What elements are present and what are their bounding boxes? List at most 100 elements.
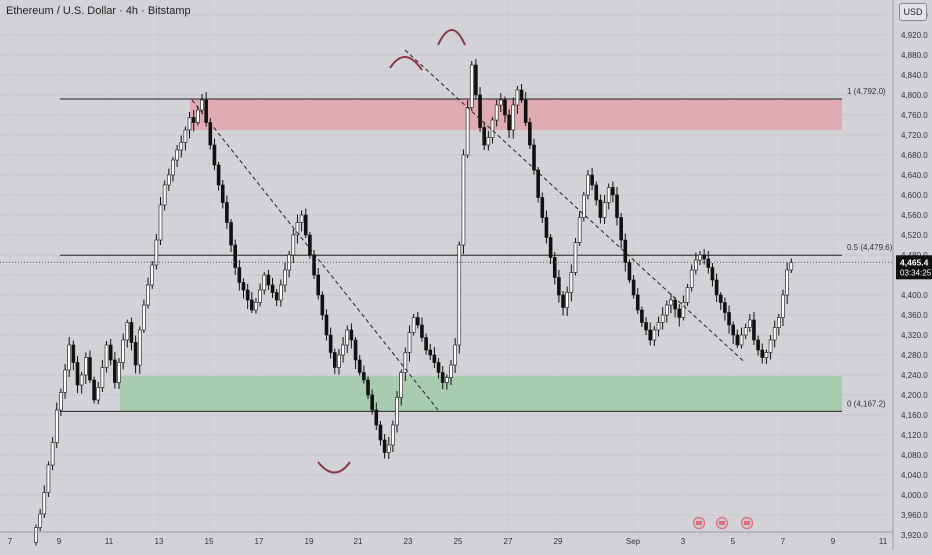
x-tick-label: 17 bbox=[255, 537, 264, 546]
candle-body bbox=[237, 267, 242, 283]
candle-body bbox=[735, 334, 740, 346]
candle-body bbox=[220, 184, 225, 203]
candle-body bbox=[552, 257, 557, 278]
candles[interactable] bbox=[34, 59, 794, 546]
candle-body bbox=[594, 184, 599, 201]
candle-body bbox=[175, 149, 179, 161]
candle-body bbox=[453, 344, 457, 366]
candle-body bbox=[200, 99, 204, 111]
candle-body bbox=[241, 282, 246, 291]
x-tick-label: 29 bbox=[554, 537, 563, 546]
candle-body bbox=[577, 217, 582, 243]
y-tick-label: 4,040.0 bbox=[901, 471, 928, 480]
candle-body bbox=[146, 284, 150, 306]
candle-body bbox=[449, 364, 453, 378]
candle-body bbox=[723, 302, 727, 313]
candle-body bbox=[772, 327, 777, 341]
candle-body bbox=[204, 99, 208, 123]
y-tick-label: 3,920.0 bbox=[901, 531, 928, 540]
candle-body bbox=[167, 174, 171, 186]
candle-body bbox=[328, 334, 333, 353]
candle-body bbox=[561, 294, 565, 308]
candle-body bbox=[92, 379, 96, 401]
candle-body bbox=[266, 274, 271, 286]
candle-body bbox=[133, 342, 138, 366]
candle-body bbox=[274, 292, 279, 301]
candle-body bbox=[96, 387, 101, 401]
candle-body bbox=[279, 284, 283, 301]
y-tick-label: 4,240.0 bbox=[901, 371, 928, 380]
candle-body bbox=[370, 394, 374, 411]
time-axis[interactable]: 7 9 11 13 15 17 19 21 23 25 27 29 Sep 3 5 7 9 11 bbox=[0, 531, 893, 546]
candle-body bbox=[208, 122, 213, 146]
candle-body bbox=[378, 424, 383, 441]
y-tick-label: 4,720.0 bbox=[901, 131, 928, 140]
y-tick-label: 4,800.0 bbox=[901, 91, 928, 100]
candle-body bbox=[536, 169, 540, 198]
countdown-text: 03:34:25 bbox=[900, 268, 932, 277]
candle-body bbox=[67, 344, 71, 371]
candle-body bbox=[154, 239, 159, 266]
candle-body bbox=[611, 187, 615, 196]
candle-body bbox=[573, 242, 578, 273]
candle-body bbox=[366, 379, 370, 396]
pattern-arcs bbox=[317, 29, 466, 474]
candle-body bbox=[503, 99, 507, 116]
candle-body bbox=[391, 424, 395, 446]
candle-body bbox=[656, 322, 661, 331]
candle-body bbox=[739, 334, 744, 346]
price-badge-bg bbox=[896, 255, 932, 280]
candle-body bbox=[478, 94, 482, 128]
candle-body bbox=[420, 324, 424, 338]
candle-body bbox=[747, 319, 752, 328]
candle-body bbox=[615, 194, 619, 218]
candle-body bbox=[399, 372, 404, 398]
candle-body bbox=[424, 337, 428, 351]
candle-body bbox=[731, 324, 736, 336]
candle-body bbox=[121, 339, 125, 363]
y-tick-label: 4,600.0 bbox=[901, 191, 928, 200]
candle-body bbox=[718, 294, 723, 303]
candle-body bbox=[694, 259, 698, 271]
candle-body bbox=[362, 372, 366, 381]
trendlines bbox=[191, 49, 746, 411]
candle-body bbox=[117, 362, 121, 383]
candle-body bbox=[171, 159, 175, 176]
flag-stripe bbox=[719, 521, 725, 525]
candle-body bbox=[677, 308, 682, 318]
candle-body bbox=[590, 174, 594, 186]
candle-body bbox=[469, 64, 474, 108]
fib-label: 1 (4,792.0) bbox=[847, 87, 886, 96]
y-tick-label: 4,360.0 bbox=[901, 311, 928, 320]
candle-body bbox=[664, 304, 669, 316]
candle-body bbox=[482, 127, 487, 146]
candle-body bbox=[507, 114, 511, 131]
symbol-title: Ethereum / U.S. Dollar · 4h · Bitstamp bbox=[6, 5, 191, 17]
candle-body bbox=[46, 464, 51, 493]
y-tick-label: 4,920.0 bbox=[901, 31, 928, 40]
left-shoulder-arc bbox=[389, 56, 423, 71]
candle-body bbox=[490, 119, 495, 138]
candle-body bbox=[660, 314, 665, 323]
candle-body bbox=[216, 164, 221, 186]
fib-levels: 1 (4,792.0) 0.5 (4,479.6) 0 (4,167.2) bbox=[60, 87, 893, 412]
candle-body bbox=[752, 319, 756, 341]
candle-body bbox=[299, 214, 304, 223]
y-tick-label: 4,520.0 bbox=[901, 231, 928, 240]
candle-body bbox=[100, 367, 105, 388]
event-markers[interactable] bbox=[692, 516, 754, 530]
candle-body bbox=[283, 269, 287, 286]
candle-body bbox=[162, 184, 167, 206]
candle-body bbox=[523, 99, 528, 123]
candle-body bbox=[349, 329, 354, 341]
grid-lines bbox=[0, 14, 893, 536]
candle-body bbox=[187, 117, 192, 131]
y-tick-label: 4,840.0 bbox=[901, 71, 928, 80]
currency-button[interactable]: USD bbox=[899, 3, 927, 21]
candle-body bbox=[652, 329, 657, 341]
candle-body bbox=[88, 357, 92, 381]
candle-body bbox=[357, 359, 362, 373]
fib-label: 0 (4,167.2) bbox=[847, 399, 886, 408]
